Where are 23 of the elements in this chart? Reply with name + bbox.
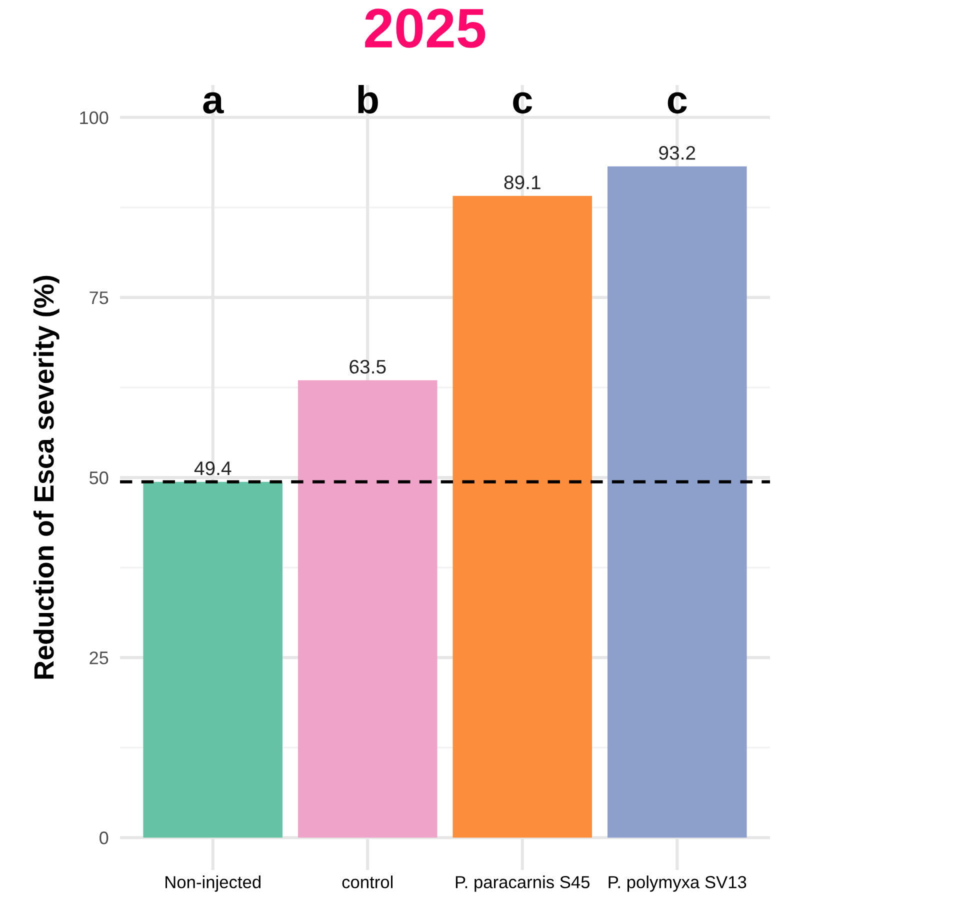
y-tick-label: 25 <box>90 651 108 664</box>
data-label: 49.4 <box>194 461 232 476</box>
x-tick-label: P. polymyxa SV13 <box>608 876 746 892</box>
annotation: b <box>358 85 378 114</box>
data-label: 63.5 <box>350 360 386 374</box>
y-axis-title: Reduction of Esca severity (%) <box>33 276 60 679</box>
y-tick-label: 100 <box>80 111 108 124</box>
annotation: a <box>203 92 224 114</box>
bar <box>608 166 747 838</box>
annotation: c <box>513 92 532 114</box>
bar <box>143 482 282 838</box>
data-label: 89.1 <box>504 176 540 190</box>
y-tick-label: 0 <box>100 832 108 844</box>
y-tick-label: 75 <box>90 292 108 304</box>
annotation: c <box>668 92 687 114</box>
bar <box>298 380 438 838</box>
data-label: 93.2 <box>659 146 696 160</box>
x-tick-label: P. paracarnis S45 <box>456 876 590 892</box>
bar <box>452 196 592 838</box>
y-tick-label: 50 <box>90 471 108 484</box>
x-tick-label: Non-injected <box>166 876 260 892</box>
chart-title: 2025 <box>365 8 486 48</box>
x-tick-label: control <box>342 876 393 888</box>
